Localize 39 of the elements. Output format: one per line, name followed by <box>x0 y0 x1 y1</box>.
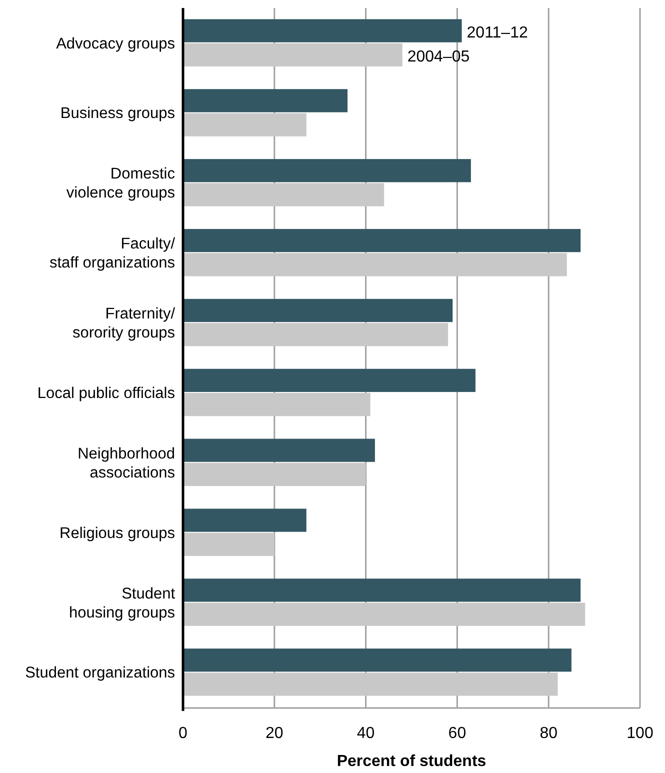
bar <box>183 532 274 556</box>
bar <box>183 392 370 416</box>
bar <box>183 602 586 626</box>
bar <box>183 19 462 42</box>
y-tick-label: Religious groups <box>60 524 176 542</box>
x-tick-label: 60 <box>448 725 466 742</box>
y-tick-label: Neighborhood associations <box>78 445 176 482</box>
x-tick-label: 0 <box>178 725 188 742</box>
bar <box>183 323 448 346</box>
x-tick-label: 20 <box>266 725 284 742</box>
series-label: 2004–05 <box>407 48 470 66</box>
y-tick-label: Business groups <box>60 105 176 122</box>
bar <box>183 648 572 672</box>
bar <box>183 113 306 136</box>
x-axis-title: Percent of students <box>336 753 486 770</box>
bar <box>183 368 476 392</box>
bar <box>183 462 366 486</box>
bar <box>183 672 558 696</box>
y-tick-label: Student organizations <box>25 664 176 682</box>
bar <box>183 298 453 322</box>
bar <box>183 578 581 602</box>
series-label: 2011–12 <box>466 24 528 42</box>
bar <box>183 89 348 112</box>
bar <box>183 159 471 182</box>
y-tick-label: Fraternity/ sorority groups <box>72 306 176 342</box>
x-tick-label: 100 <box>626 725 654 742</box>
y-tick-label: Local public officials <box>37 384 176 402</box>
y-tick-label: Advocacy groups <box>56 35 176 52</box>
bar <box>183 508 306 532</box>
y-tick-label: Faculty/ staff organizations <box>49 236 176 272</box>
bar <box>183 228 581 252</box>
x-tick-label: 80 <box>540 725 558 742</box>
y-tick-label: Domestic violence groups <box>66 166 176 202</box>
y-tick-label: Student housing groups <box>69 585 176 622</box>
bar <box>183 253 567 276</box>
bar <box>183 43 402 66</box>
x-tick-label: 40 <box>356 725 375 742</box>
bar <box>183 183 384 206</box>
bar <box>183 438 375 462</box>
